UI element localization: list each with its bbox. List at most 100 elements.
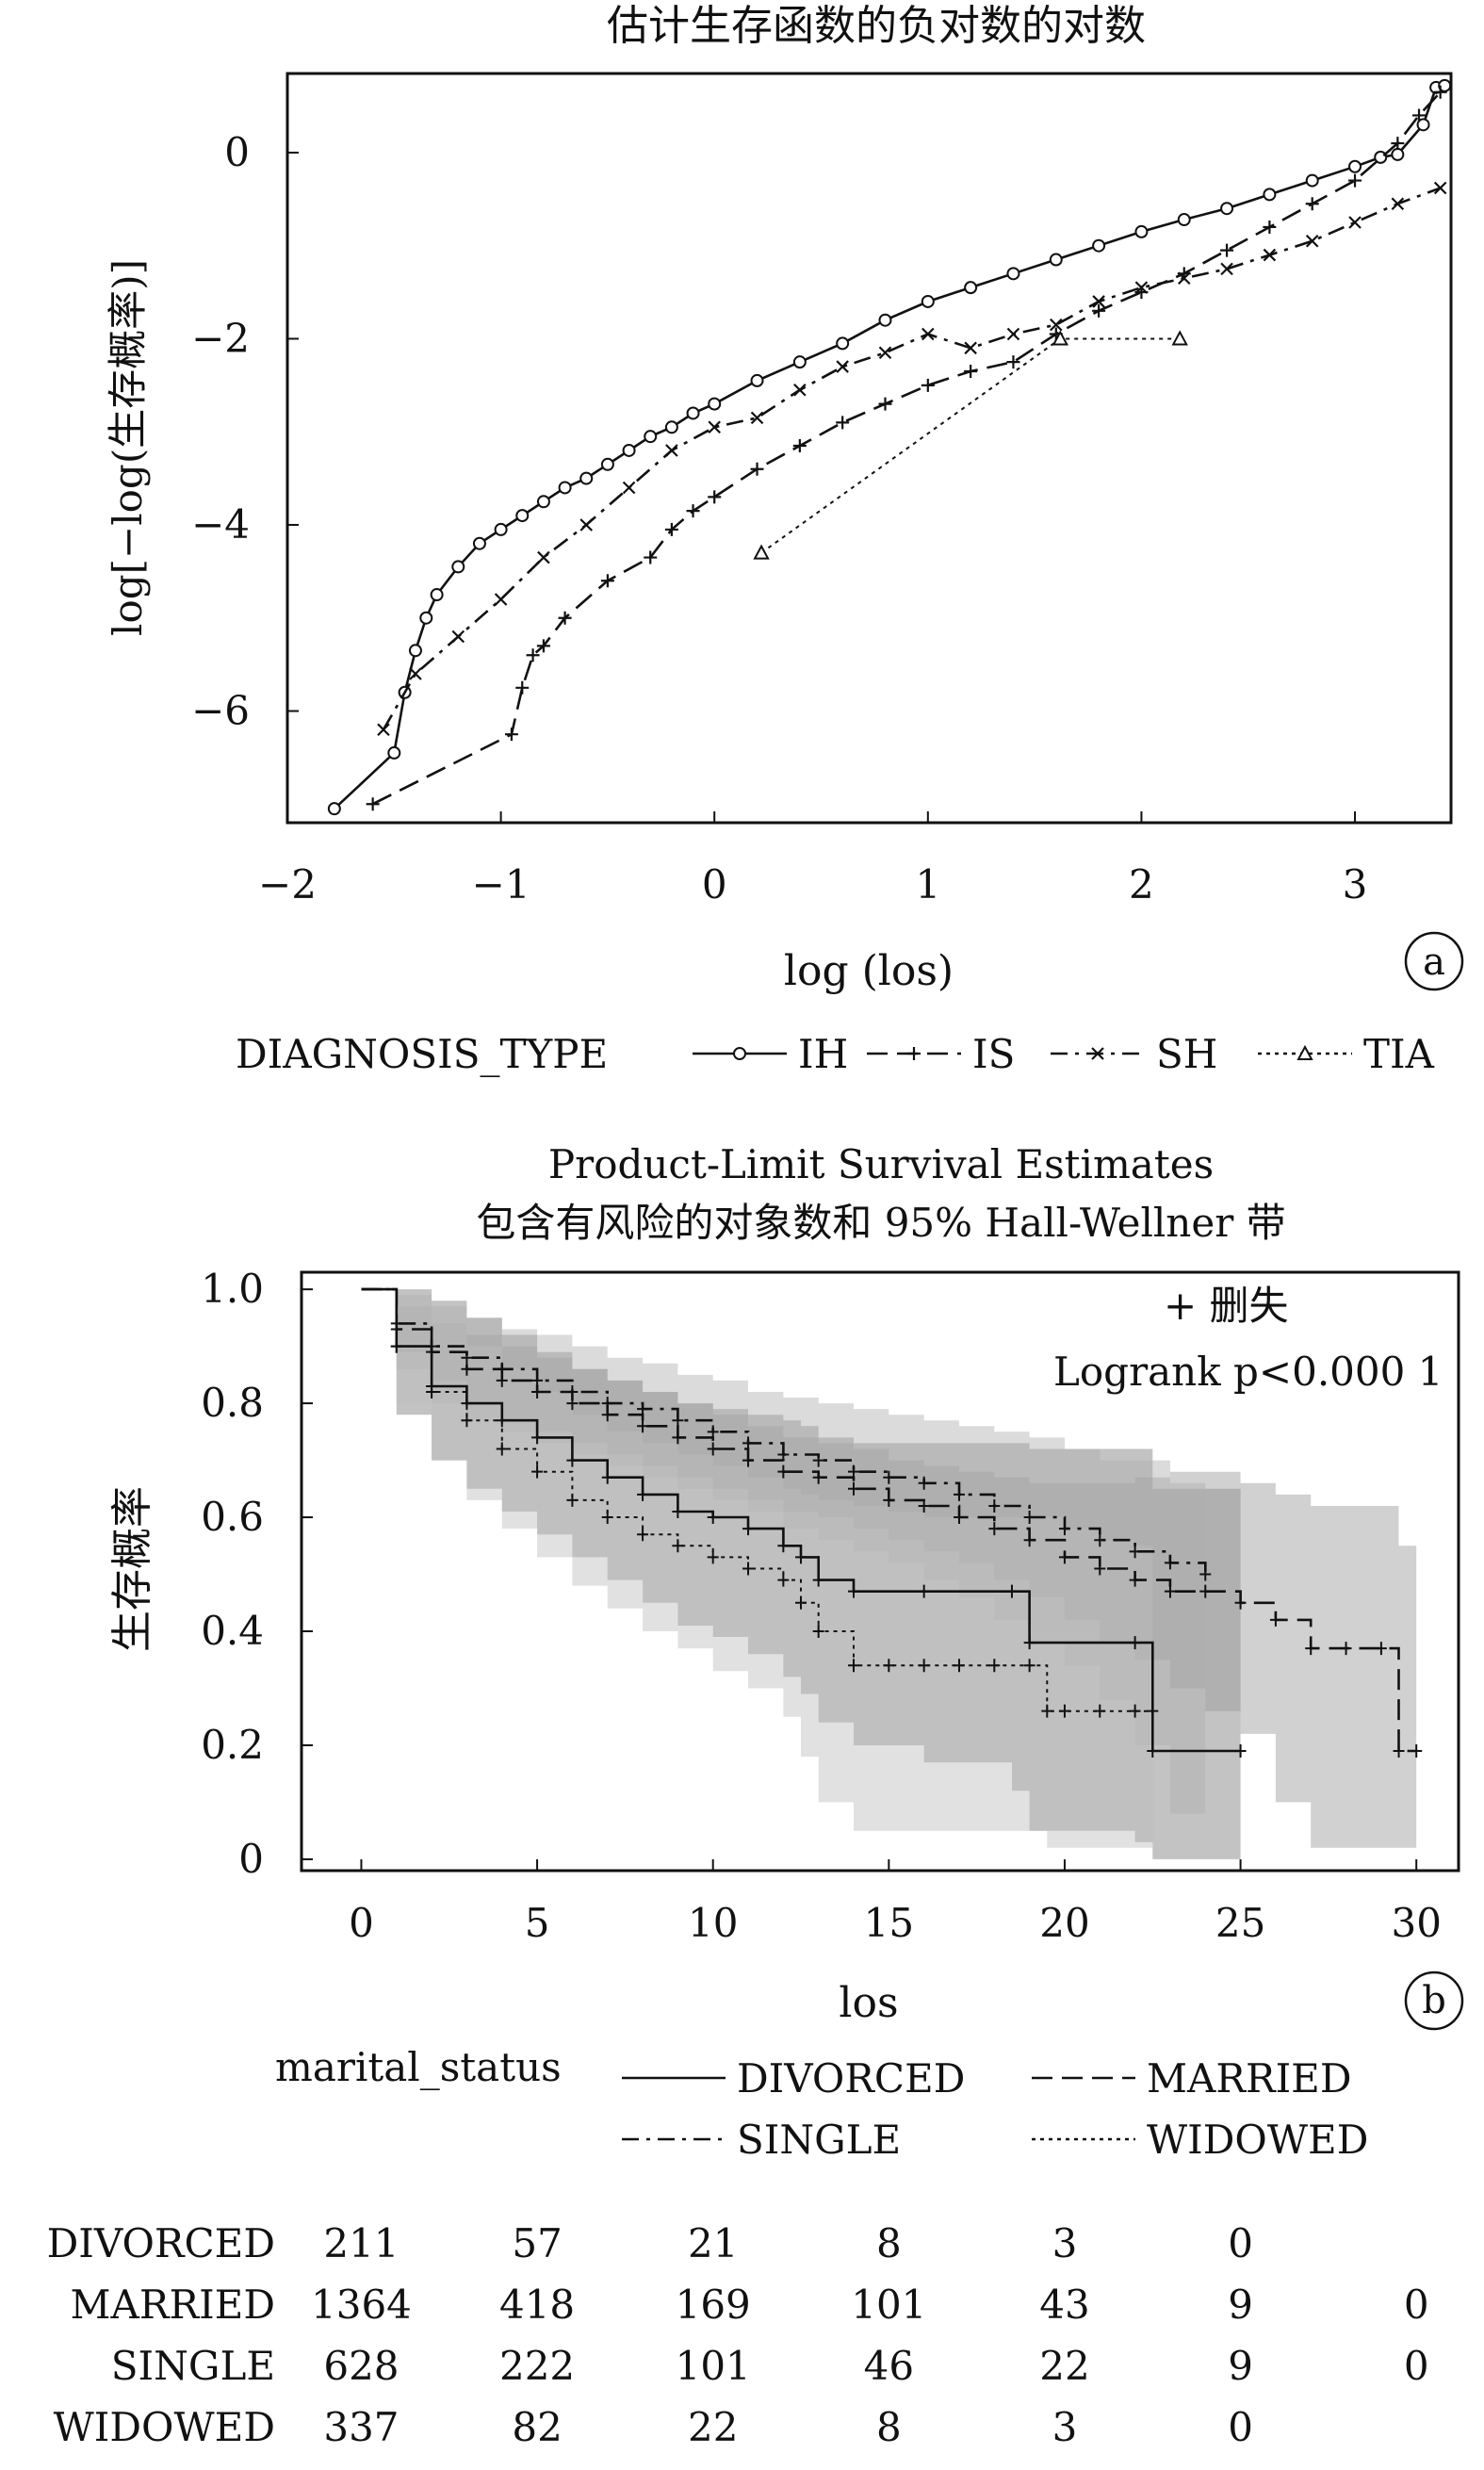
panel-b-censor-mark-single — [1164, 1556, 1176, 1570]
panel-b-censor-mark-widowed — [1147, 1704, 1159, 1718]
panel-a-y-ticks: 0 −2 −4 −6 — [191, 129, 299, 733]
panel-b-x-tick-label: 20 — [1039, 1900, 1089, 1946]
panel-a-legend-label-sh: SH — [1156, 1031, 1217, 1077]
panel-a-point-is — [964, 365, 978, 379]
panel-a-x-tick-label: −2 — [258, 861, 317, 908]
panel-a-point-is — [515, 680, 530, 695]
panel-a-point-sh — [1305, 234, 1319, 248]
panel-b-censor-mark-single — [1129, 1545, 1141, 1559]
at-risk-count-widowed: 0 — [1228, 2404, 1253, 2450]
panel-a-point-sh — [494, 593, 508, 606]
panel-a-label: a — [1423, 941, 1445, 984]
panel-a-point-is — [1006, 355, 1020, 369]
panel-b-censor-mark-widowed — [848, 1659, 860, 1673]
panel-a-x-tick-label: 0 — [702, 861, 727, 908]
panel-a-line-sh — [382, 187, 1442, 730]
panel-a-point-ih — [686, 406, 700, 420]
panel-a-point-ih — [1220, 202, 1234, 216]
panel-b-censor-mark-divorced — [637, 1487, 649, 1501]
panel-b: Product-Limit Survival Estimates 包含有风险的对… — [47, 1141, 1464, 2450]
panel-a-legend-item-tia: TIA — [1258, 1031, 1435, 1077]
panel-a-point-is — [526, 648, 540, 662]
panel-a-point-is — [792, 439, 807, 453]
panel-a-point-is — [1391, 137, 1405, 151]
panel-a-point-ih — [750, 373, 764, 387]
panel-a-legend-label-ih: IH — [798, 1031, 848, 1077]
panel-b-censor-mark-single — [566, 1385, 579, 1399]
panel-b-legend-item-single: SINGLE — [622, 2117, 901, 2163]
panel-a-point-ih — [430, 588, 444, 602]
panel-a-point-is — [600, 574, 614, 588]
panel-a-y-tick-label: 0 — [224, 129, 250, 175]
panel-b-x-axis-label: los — [839, 1979, 898, 2027]
at-risk-count-single: 222 — [499, 2343, 575, 2389]
panel-a-label-circle — [1404, 931, 1464, 991]
panel-a-line-ih — [334, 84, 1445, 810]
panel-b-y-axis-label: 生存概率 — [108, 1486, 156, 1652]
panel-b-censor-mark-single — [918, 1476, 930, 1490]
panel-a-point-sh — [579, 518, 594, 532]
panel-a-series-ih — [327, 78, 1452, 816]
at-risk-count-widowed: 8 — [876, 2404, 902, 2450]
panel-b-censor-mark-widowed — [1129, 1704, 1141, 1718]
panel-a-point-ih — [1305, 173, 1319, 188]
panel-b-censor-mark-single — [812, 1453, 824, 1467]
panel-b-censor-mark-single — [1058, 1522, 1070, 1536]
panel-a-y-tick-label: −6 — [191, 687, 250, 733]
at-risk-count-divorced: 0 — [1228, 2220, 1253, 2266]
panel-a-legend-item-ih: IH — [693, 1031, 848, 1077]
at-risk-count-married: 418 — [499, 2282, 575, 2328]
panel-a-point-ih — [1416, 118, 1430, 132]
panel-a-point-is — [686, 504, 700, 518]
panel-b-y-tick-label: 0.8 — [201, 1380, 264, 1426]
panel-b-censor-mark-divorced — [812, 1573, 824, 1587]
at-risk-count-divorced: 57 — [512, 2220, 562, 2266]
panel-b-censor-mark-married — [707, 1442, 719, 1456]
at-risk-count-widowed: 82 — [512, 2404, 562, 2450]
panel-a-point-sh — [1391, 197, 1405, 211]
panel-a-point-is — [366, 797, 380, 811]
panel-b-legend: marital_status DIVORCED MARRIED SINGLE WIDO… — [275, 2044, 1368, 2163]
panel-b-censor-mark-widowed — [1094, 1704, 1106, 1718]
panel-b-y-tick-label: 0.2 — [201, 1722, 264, 1768]
panel-a-x-tick-label: 3 — [1343, 861, 1368, 908]
panel-b-censor-mark-widowed — [918, 1659, 930, 1673]
panel-b-band-layer — [361, 1289, 1417, 1859]
panel-b-label: b — [1422, 1979, 1446, 2022]
panel-b-censor-mark-widowed — [461, 1414, 473, 1428]
at-risk-table: DIVORCED 211 57 21 8 3 0 MARRIED 1364 418 169 101 43… — [47, 2220, 1429, 2450]
panel-b-censor-mark-divorced — [566, 1453, 579, 1467]
at-risk-row-label-divorced: DIVORCED — [47, 2220, 275, 2266]
panel-a-y-axis-label: log[−log(生存概率)] — [105, 259, 151, 636]
panel-b-censor-mark-single — [531, 1373, 544, 1387]
panel-b-censor-mark-divorced — [1005, 1584, 1018, 1598]
at-risk-count-married: 43 — [1039, 2282, 1089, 2328]
panel-b-label-circle — [1404, 1971, 1464, 2031]
panel-b-band-widowed — [361, 1289, 1153, 1848]
panel-a-point-sh — [836, 360, 849, 373]
panel-a-point-ih — [327, 802, 341, 816]
panel-a-point-is — [878, 397, 892, 411]
panel-a-legend-marker-tia — [1296, 1044, 1313, 1060]
panel-b-x-tick-label: 5 — [525, 1900, 550, 1946]
panel-a-point-ih — [451, 560, 465, 574]
at-risk-count-single: 101 — [676, 2343, 751, 2389]
panel-a-plot-frame — [285, 72, 1453, 825]
panel-b-legend-label-married: MARRIED — [1147, 2055, 1352, 2102]
panel-b-band-divorced — [361, 1289, 1241, 1859]
panel-b-band-married — [361, 1289, 1417, 1848]
at-risk-count-married: 0 — [1404, 2282, 1429, 2328]
panel-a-point-sh — [1092, 295, 1105, 308]
panel-a-point-ih — [408, 644, 422, 658]
panel-a-point-ih — [964, 281, 978, 295]
panel-a-point-ih — [1049, 253, 1063, 267]
panel-b-censor-mark-divorced — [1129, 1636, 1141, 1650]
panel-b-legend-label-single: SINGLE — [737, 2117, 901, 2163]
at-risk-count-widowed: 3 — [1052, 2404, 1078, 2450]
panel-a-y-tick-label: −2 — [191, 315, 250, 361]
panel-b-censor-mark-single — [848, 1464, 860, 1479]
panel-b-censor-mark-single — [672, 1414, 684, 1428]
panel-a-point-ih — [1006, 267, 1020, 281]
panel-a-point-is — [836, 416, 850, 430]
